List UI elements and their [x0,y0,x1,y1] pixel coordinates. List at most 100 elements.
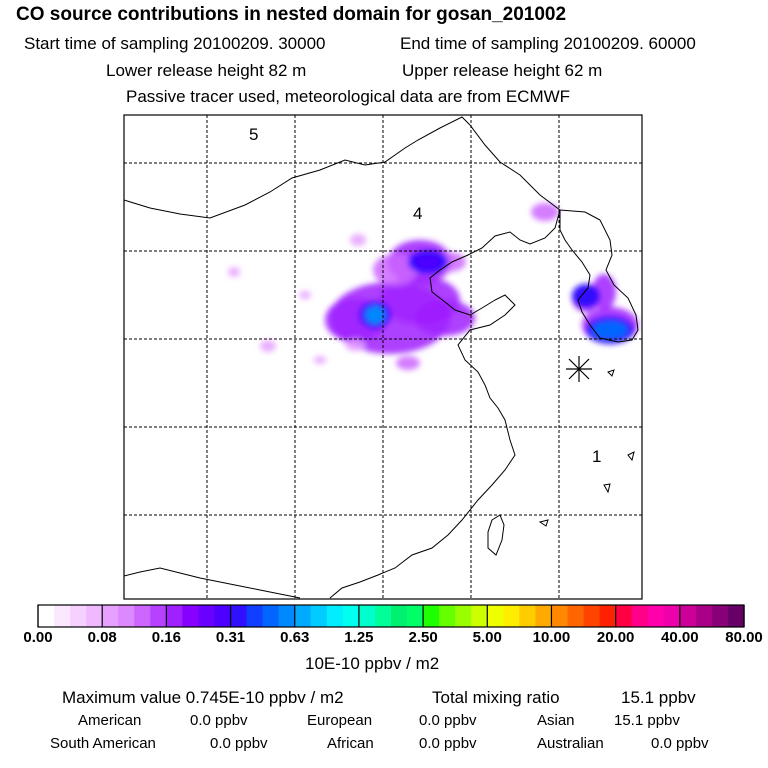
colorbar-tick-label: 2.50 [408,629,438,646]
colorbar-cell [54,605,71,627]
colorbar-cell [695,605,713,627]
tracer-note: Passive tracer used, meteorological data… [126,87,571,106]
source-value-south-american: 0.0 ppbv [210,735,268,752]
start-time-label: Start time of sampling 20100209. 30000 [24,34,326,53]
colorbar-cell [535,605,553,627]
source-value-asian: 15.1 ppbv [614,712,680,729]
colorbar-cell [599,605,617,627]
colorbar-cell [262,605,280,627]
colorbar-cell [647,605,665,627]
source-value-european: 0.0 ppbv [419,712,477,729]
colorbar-cell [519,605,537,627]
colorbar-cell [679,605,697,627]
colorbar-tick-label: 0.16 [151,629,181,646]
colorbar-border [37,604,745,628]
plume-blob [314,356,326,364]
colorbar-cell [503,605,520,627]
plume-blob [396,356,420,370]
colorbar-cell [230,605,248,627]
colorbar-cell [294,605,312,627]
plume-blob [415,300,475,336]
colorbar-cell [423,605,440,627]
plume-blob [299,291,311,299]
colorbar-cell [439,605,456,627]
colorbar-cell [711,605,729,627]
plume-blob [531,203,559,221]
plume-blob [373,254,417,286]
colorbar-tick-label: 20.00 [596,629,635,646]
total-mixing-label: Total mixing ratio [432,688,560,707]
source-name-asian: Asian [537,712,575,729]
source-value-australian: 0.0 ppbv [651,735,709,752]
plume-core [578,289,594,303]
chart-title: CO source contributions in nested domain… [16,4,567,25]
colorbar-tick-label: 0.31 [215,629,246,646]
colorbar-cell [150,605,167,627]
colorbar-cell [358,605,376,627]
station-marker-icon [566,356,592,382]
end-time-label: End time of sampling 20100209. 60000 [400,34,696,53]
colorbar-cell [727,605,745,627]
colorbar-cell [663,605,681,627]
region-label-1: 1 [592,447,601,466]
colorbar-unit: 10E-10 ppbv / m2 [305,654,440,673]
colorbar-cell [102,605,119,627]
plume-blob [350,234,366,246]
colorbar-tick-label: 0.08 [87,629,117,646]
upper-release-label: Upper release height 62 m [402,61,603,80]
plume-core [592,321,628,339]
plume-blob [260,340,276,352]
colorbar-cell [118,605,135,627]
colorbar-cell [198,605,216,627]
source-value-american: 0.0 ppbv [190,712,248,729]
colorbar-cell [38,605,55,627]
source-name-african: African [327,735,374,752]
colorbar-cell [182,605,200,627]
colorbar-cell [86,605,103,627]
colorbar-cell [246,605,264,627]
colorbar-cell [551,605,569,627]
colorbar-tick-label: 10.00 [532,629,571,646]
colorbar-cell [487,605,504,627]
map-border [123,114,643,600]
colorbar-cell [583,605,601,627]
colorbar-tick-label: 5.00 [472,629,502,646]
graticule [124,115,642,599]
colorbar-cell [374,605,392,627]
max-value-label: Maximum value 0.745E-10 ppbv / m2 [62,688,344,707]
colorbar-cell [391,605,408,627]
plume-blob [345,339,365,351]
colorbar-cell [567,605,585,627]
plume-core [365,306,385,324]
colorbar [37,605,745,627]
source-name-european: European [307,712,373,729]
colorbar-cell [70,605,87,627]
colorbar-cell [310,605,328,627]
colorbar-tick-label: 80.00 [725,629,763,646]
colorbar-cell [342,605,360,627]
colorbar-cell [214,605,232,627]
region-label-4: 4 [413,204,422,223]
colorbar-cell [134,605,151,627]
colorbar-cell [615,605,633,627]
colorbar-tick-label: 1.25 [344,629,374,646]
source-value-african: 0.0 ppbv [419,735,477,752]
region-label-5: 5 [249,125,258,144]
colorbar-cell [326,605,344,627]
colorbar-tick-label: 40.00 [661,629,699,646]
colorbar-cell [166,605,184,627]
source-name-american: American [78,712,142,729]
colorbar-cell [455,605,472,627]
colorbar-cell [471,605,488,627]
colorbar-cell [278,605,296,627]
colorbar-cell [407,605,424,627]
colorbar-tick-label: 0.63 [280,629,310,646]
colorbar-tick-label: 0.00 [23,629,53,646]
total-mixing-value: 15.1 ppbv [621,688,696,707]
plume-core [414,255,442,269]
coastlines [124,116,639,599]
colorbar-cell [631,605,649,627]
source-name-south-american: South American [50,735,156,752]
source-name-australian: Australian [537,735,604,752]
